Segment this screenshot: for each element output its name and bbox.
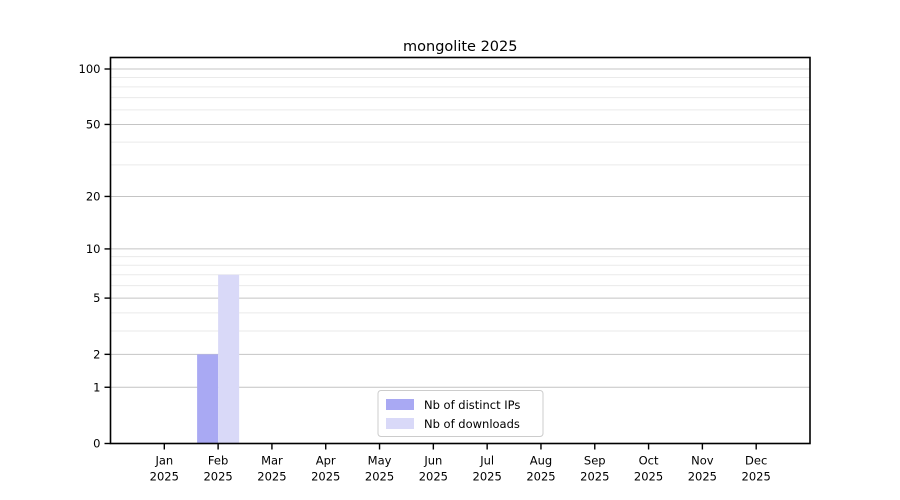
legend-label-2: Nb of downloads — [424, 417, 520, 431]
legend: Nb of distinct IPs Nb of downloads — [377, 390, 544, 437]
legend-label-1: Nb of distinct IPs — [424, 398, 520, 412]
x-tick-label-year: 2025 — [150, 470, 179, 484]
x-tick-label-year: 2025 — [688, 470, 717, 484]
chart-title: mongolite 2025 — [403, 39, 517, 55]
x-tick-label-month: Aug — [530, 454, 552, 468]
x-tick-label-year: 2025 — [634, 470, 663, 484]
legend-swatch-2 — [386, 418, 414, 429]
x-tick-label-month: Sep — [584, 454, 606, 468]
y-tick-label: 100 — [79, 62, 101, 76]
x-tick-label-month: Dec — [745, 454, 767, 468]
x-tick-label-month: Jun — [423, 454, 442, 468]
legend-box — [377, 390, 544, 437]
x-tick-label-year: 2025 — [257, 470, 286, 484]
x-tick-label-month: Apr — [316, 454, 336, 468]
x-tick-label-month: Oct — [639, 454, 659, 468]
x-tick-label-month: Jul — [479, 454, 494, 468]
y-tick-label: 20 — [86, 189, 101, 203]
y-tick-label: 1 — [93, 380, 100, 394]
x-tick-label-year: 2025 — [311, 470, 340, 484]
y-tick-label: 2 — [93, 347, 100, 361]
y-tick-label: 5 — [93, 291, 100, 305]
bar-nb-of-downloads-feb — [218, 274, 240, 444]
y-tick-label: 0 — [93, 437, 100, 451]
plot-border — [109, 56, 811, 445]
x-tick-label-year: 2025 — [526, 470, 555, 484]
x-tick-label-year: 2025 — [419, 470, 448, 484]
legend-swatch-1 — [386, 399, 414, 410]
x-tick-label-month: Mar — [261, 454, 283, 468]
x-tick-label-year: 2025 — [203, 470, 232, 484]
x-tick-label-month: Nov — [691, 454, 714, 468]
bar-nb-of-distinct-ips-feb — [197, 354, 219, 444]
y-tick-label: 50 — [86, 117, 101, 131]
x-tick-label-month: May — [368, 454, 392, 468]
x-tick-label-year: 2025 — [580, 470, 609, 484]
x-tick-label-month: Feb — [208, 454, 228, 468]
x-tick-label-year: 2025 — [473, 470, 502, 484]
y-tick-label: 10 — [86, 242, 101, 256]
x-tick-label-year: 2025 — [742, 470, 771, 484]
x-tick-label-month: Jan — [154, 454, 173, 468]
x-tick-label-year: 2025 — [365, 470, 394, 484]
